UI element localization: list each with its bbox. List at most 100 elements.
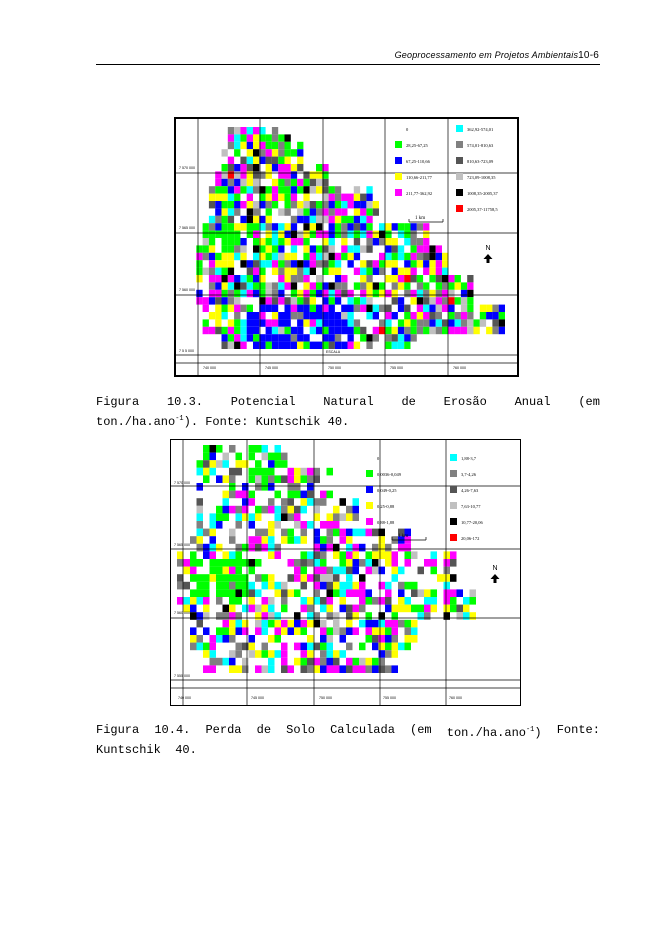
raster-cell <box>216 597 223 605</box>
raster-cell <box>378 635 385 643</box>
raster-cell <box>398 543 405 552</box>
raster-cell <box>397 282 405 290</box>
raster-cell <box>322 304 329 312</box>
raster-cell <box>215 208 222 216</box>
raster-cell <box>391 341 398 349</box>
raster-cell <box>274 521 281 529</box>
raster-cell <box>215 260 222 268</box>
raster-cell <box>294 490 301 499</box>
raster-cell <box>313 467 320 476</box>
raster-cell <box>259 201 266 209</box>
raster-cell <box>347 289 354 298</box>
raster-cell <box>196 267 203 275</box>
raster-cell <box>346 581 353 590</box>
raster-cell <box>246 275 253 283</box>
raster-cell <box>429 289 436 298</box>
raster-cell <box>309 186 316 194</box>
raster-cell <box>411 619 418 628</box>
raster-cell <box>203 574 210 582</box>
raster-cell <box>326 543 333 552</box>
raster-cell <box>253 341 260 349</box>
raster-cell <box>221 215 228 224</box>
raster-cell <box>222 604 229 613</box>
raster-cell <box>479 312 487 320</box>
raster-cell <box>328 230 335 238</box>
raster-cell <box>309 267 316 275</box>
raster-cell <box>246 223 253 231</box>
raster-cell <box>366 289 373 298</box>
raster-cell <box>216 581 223 590</box>
raster-cell <box>303 341 310 349</box>
legend-swatch <box>395 141 402 148</box>
raster-cell <box>278 282 285 290</box>
raster-cell <box>430 551 437 559</box>
raster-cell <box>365 597 372 605</box>
legend-label: 211,77-362,92 <box>406 191 432 197</box>
raster-cell <box>334 260 342 268</box>
raster-cell <box>278 275 285 283</box>
raster-cell <box>240 164 247 172</box>
raster-cell <box>372 282 379 290</box>
raster-cell <box>353 215 361 224</box>
raster-cell <box>196 612 203 620</box>
raster-cell <box>202 297 209 305</box>
raster-cell <box>281 528 288 537</box>
raster-cell <box>328 326 335 335</box>
raster-cell <box>284 164 291 172</box>
raster-cell <box>229 627 236 635</box>
raster-cell <box>352 513 359 521</box>
raster-cell <box>203 597 210 605</box>
raster-cell <box>378 650 385 658</box>
raster-cell <box>316 282 323 290</box>
raster-cell <box>196 297 203 305</box>
raster-cell <box>208 186 216 194</box>
raster-cell <box>190 589 197 597</box>
raster-cell <box>424 589 431 597</box>
raster-cell <box>242 581 249 590</box>
raster-cell <box>303 334 310 342</box>
raster-cell <box>261 445 268 453</box>
raster-cell <box>234 319 241 327</box>
raster-cell <box>253 245 260 253</box>
raster-cell <box>372 208 379 216</box>
raster-cell <box>328 282 335 290</box>
raster-cell <box>448 312 455 320</box>
raster-cell <box>209 543 216 552</box>
raster-cell <box>278 312 285 320</box>
raster-cell <box>442 304 449 312</box>
raster-cell <box>297 230 304 238</box>
raster-cell <box>391 245 398 253</box>
raster-cell <box>229 665 236 673</box>
raster-cell <box>435 260 442 268</box>
raster-cell <box>278 193 285 201</box>
raster-cell <box>284 312 291 320</box>
raster-cell <box>309 215 316 224</box>
raster-cell <box>309 297 316 305</box>
raster-cell <box>352 559 359 567</box>
raster-cell <box>391 551 398 559</box>
raster-cell <box>309 223 316 231</box>
raster-cell <box>235 589 242 597</box>
raster-cell <box>463 597 470 605</box>
raster-cell <box>240 141 247 150</box>
raster-cell <box>307 657 314 666</box>
raster-cell <box>341 208 348 216</box>
raster-cell <box>492 326 499 335</box>
raster-cell <box>322 215 329 224</box>
raster-cell <box>410 326 417 335</box>
raster-cell <box>429 275 436 283</box>
raster-cell <box>322 252 329 261</box>
raster-cell <box>300 467 307 476</box>
raster-cell <box>309 319 316 327</box>
raster-cell <box>416 312 424 320</box>
raster-cell <box>287 559 294 567</box>
raster-cell <box>353 223 361 231</box>
raster-cell <box>320 604 327 613</box>
raster-cell <box>326 642 333 651</box>
raster-cell <box>303 319 310 327</box>
raster-cell <box>366 245 373 253</box>
raster-cell <box>209 559 216 567</box>
raster-cell <box>300 627 307 635</box>
raster-cell <box>303 223 310 231</box>
raster-cell <box>278 319 285 327</box>
